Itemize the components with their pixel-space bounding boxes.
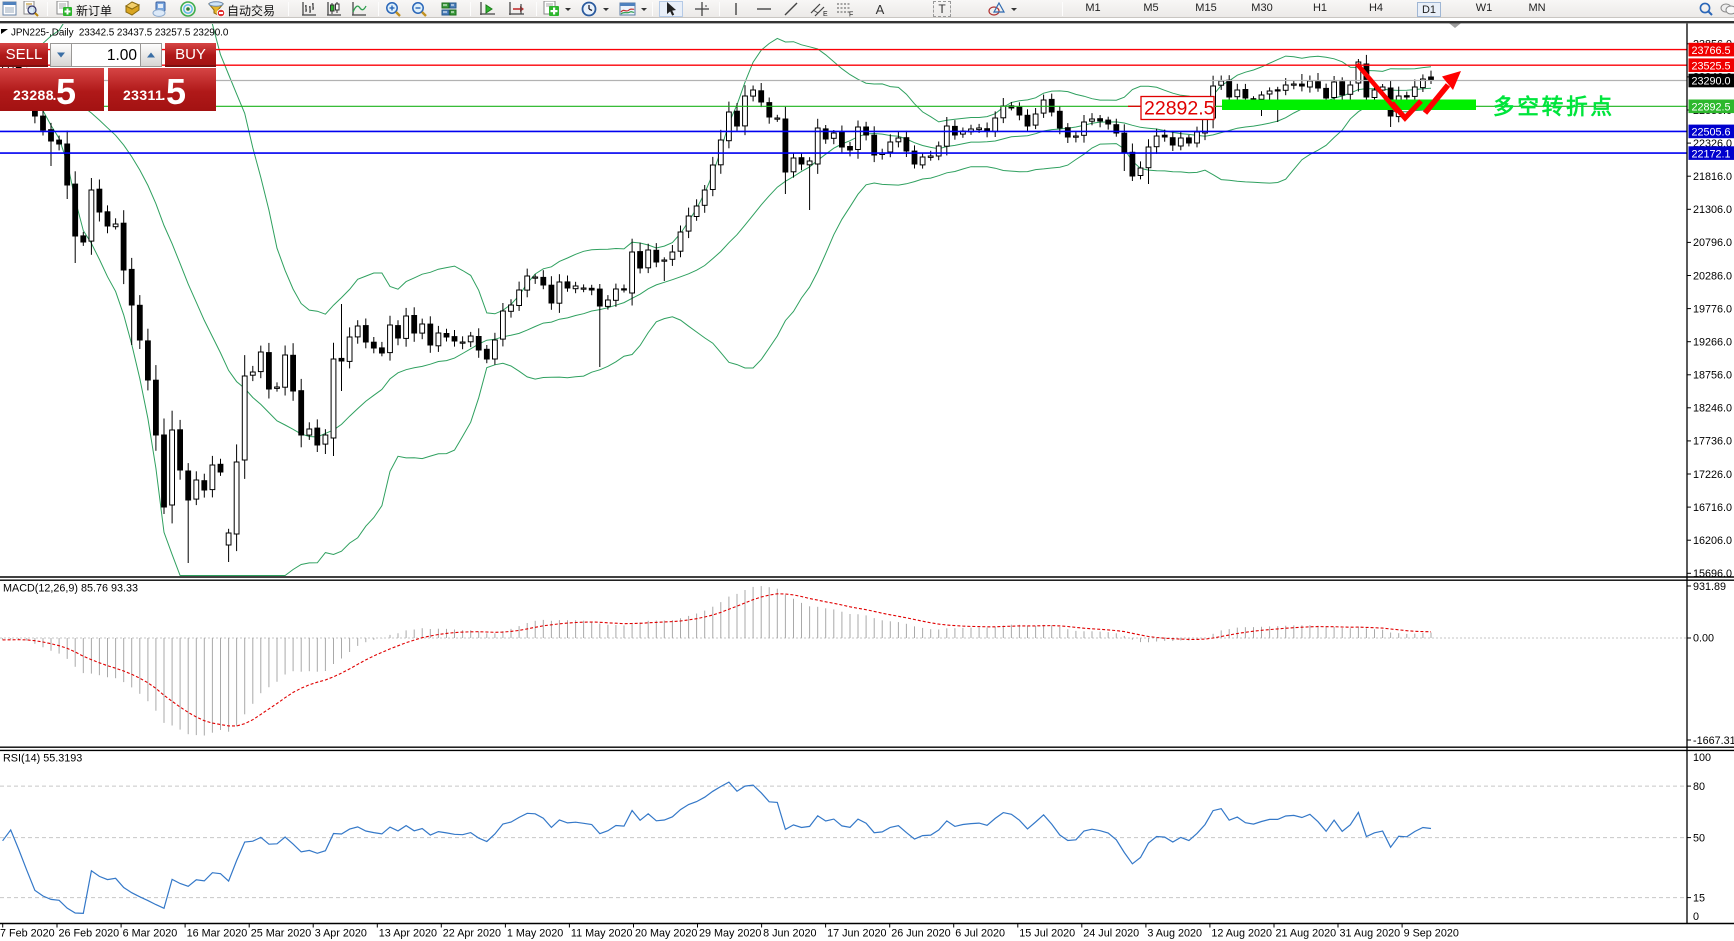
svg-text:1 May 2020: 1 May 2020 [507, 928, 563, 940]
svg-text:15: 15 [1693, 893, 1705, 905]
svg-text:6 Jul 2020: 6 Jul 2020 [955, 928, 1005, 940]
svg-text:80: 80 [1693, 781, 1705, 793]
svg-text:22892.5: 22892.5 [1144, 98, 1215, 120]
svg-text:24 Jul 2020: 24 Jul 2020 [1083, 928, 1139, 940]
svg-text:0: 0 [1693, 911, 1699, 923]
svg-text:16716.0: 16716.0 [1693, 502, 1732, 514]
svg-text:100: 100 [1693, 752, 1711, 764]
svg-text:16 Mar 2020: 16 Mar 2020 [187, 928, 248, 940]
svg-text:20796.0: 20796.0 [1693, 237, 1732, 249]
svg-text:26 Feb 2020: 26 Feb 2020 [59, 928, 120, 940]
svg-text:50: 50 [1693, 833, 1705, 845]
svg-text:19266.0: 19266.0 [1693, 337, 1732, 349]
svg-text:6 Mar 2020: 6 Mar 2020 [123, 928, 178, 940]
svg-text:18756.0: 18756.0 [1693, 370, 1732, 382]
svg-text:11 May 2020: 11 May 2020 [571, 928, 633, 940]
svg-text:17 Jun 2020: 17 Jun 2020 [827, 928, 886, 940]
svg-text:15696.0: 15696.0 [1693, 568, 1732, 580]
svg-text:MACD(12,26,9) 85.76 93.33: MACD(12,26,9) 85.76 93.33 [3, 583, 138, 595]
svg-text:22 Apr 2020: 22 Apr 2020 [443, 928, 501, 940]
svg-text:21816.0: 21816.0 [1693, 171, 1732, 183]
svg-text:3 Apr 2020: 3 Apr 2020 [315, 928, 367, 940]
svg-text:20 May 2020: 20 May 2020 [635, 928, 697, 940]
svg-text:E: E [823, 11, 828, 17]
svg-text:31 Aug 2020: 31 Aug 2020 [1340, 928, 1401, 940]
svg-text:22172.1: 22172.1 [1692, 148, 1731, 160]
svg-text:23766.5: 23766.5 [1692, 45, 1731, 57]
svg-text:8 Jun 2020: 8 Jun 2020 [763, 928, 816, 940]
svg-text:26 Jun 2020: 26 Jun 2020 [891, 928, 950, 940]
svg-text:19776.0: 19776.0 [1693, 303, 1732, 315]
svg-text:3 Aug 2020: 3 Aug 2020 [1147, 928, 1202, 940]
svg-text:931.89: 931.89 [1693, 581, 1726, 593]
svg-text:12 Aug 2020: 12 Aug 2020 [1211, 928, 1272, 940]
svg-text:15 Jul 2020: 15 Jul 2020 [1019, 928, 1075, 940]
svg-text:JPN225-,Daily 23342.5 23437.5: JPN225-,Daily 23342.5 23437.5 23257.5 23… [11, 28, 229, 39]
svg-text:21306.0: 21306.0 [1693, 204, 1732, 216]
svg-text:23525.5: 23525.5 [1692, 60, 1731, 72]
svg-text:0.00: 0.00 [1693, 633, 1714, 645]
svg-text:20286.0: 20286.0 [1693, 270, 1732, 282]
svg-text:7 Feb 2020: 7 Feb 2020 [0, 928, 55, 940]
svg-text:22892.5: 22892.5 [1692, 102, 1731, 114]
svg-text:29 May 2020: 29 May 2020 [699, 928, 761, 940]
svg-text:22505.6: 22505.6 [1692, 127, 1731, 139]
svg-text:16206.0: 16206.0 [1693, 535, 1732, 547]
svg-text:17226.0: 17226.0 [1693, 469, 1732, 481]
svg-text:-1667.31: -1667.31 [1693, 735, 1734, 747]
svg-text:多空转折点: 多空转折点 [1493, 94, 1612, 119]
svg-text:9 Sep 2020: 9 Sep 2020 [1404, 928, 1459, 940]
svg-text:RSI(14) 55.3193: RSI(14) 55.3193 [3, 753, 82, 765]
svg-text:17736.0: 17736.0 [1693, 436, 1732, 448]
svg-text:18246.0: 18246.0 [1693, 403, 1732, 415]
svg-text:23290.0: 23290.0 [1692, 76, 1731, 88]
svg-text:21 Aug 2020: 21 Aug 2020 [1276, 928, 1337, 940]
svg-text:13 Apr 2020: 13 Apr 2020 [379, 928, 437, 940]
svg-text:25 Mar 2020: 25 Mar 2020 [251, 928, 312, 940]
svg-text:F: F [849, 12, 853, 18]
